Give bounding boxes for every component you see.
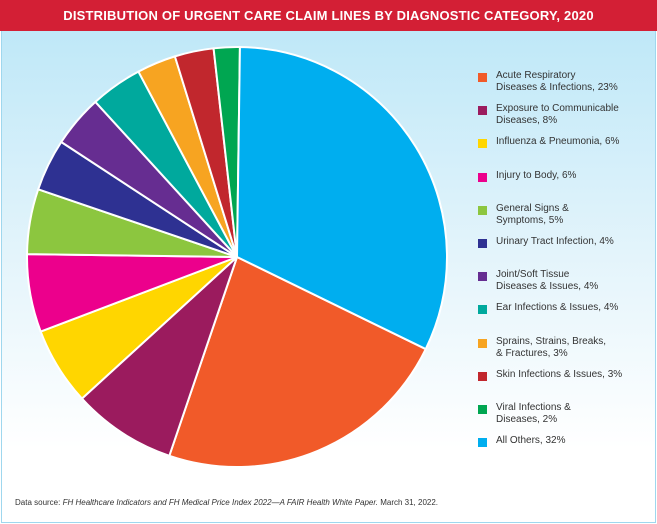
legend-item: All Others, 32%: [478, 435, 646, 448]
legend-item: General Signs & Symptoms, 5%: [478, 203, 646, 227]
legend-swatch: [478, 371, 487, 381]
pie-slice-1: [168, 256, 427, 469]
legend-swatch: [478, 205, 487, 215]
legend-swatch: [478, 172, 487, 182]
legend-item: Ear Infections & Issues, 4%: [478, 302, 646, 315]
footnote-prefix: Data source:: [15, 498, 63, 507]
legend-label: Sprains, Strains, Breaks, & Fractures, 3…: [496, 335, 607, 359]
footnote-source: FH Healthcare Indicators and FH Medical …: [62, 498, 378, 507]
legend-swatch: [478, 73, 487, 82]
legend-item: Acute Respiratory Diseases & Infections,…: [478, 70, 646, 94]
chart-title: DISTRIBUTION OF URGENT CARE CLAIM LINES …: [0, 0, 657, 31]
pie-chart: [26, 46, 449, 469]
legend-item: Exposure to Communicable Diseases, 8%: [478, 103, 646, 127]
legend-item: Influenza & Pneumonia, 6%: [478, 136, 646, 149]
legend-swatch: [478, 338, 487, 348]
legend-swatch: [478, 405, 487, 414]
legend-swatch: [478, 272, 487, 282]
footnote-date: March 31, 2022.: [377, 498, 439, 507]
legend-label: Urinary Tract Infection, 4%: [496, 236, 614, 247]
legend-label: Skin Infections & Issues, 3%: [496, 368, 623, 380]
legend-item: Skin Infections & Issues, 3%: [478, 369, 646, 381]
legend-swatch: [478, 438, 487, 448]
legend-item: Urinary Tract Infection, 4%: [478, 236, 646, 248]
legend-label: Ear Infections & Issues, 4%: [496, 302, 619, 314]
legend-label: Acute Respiratory Diseases & Infections,…: [496, 70, 618, 93]
data-source-note: Data source: FH Healthcare Indicators an…: [15, 498, 438, 507]
legend-label: Viral Infections & Diseases, 2%: [496, 402, 571, 425]
legend-item: Injury to Body, 6%: [478, 170, 646, 182]
legend-label: Injury to Body, 6%: [496, 169, 577, 181]
legend-item: Viral Infections & Diseases, 2%: [478, 402, 646, 426]
legend-swatch: [478, 305, 487, 315]
pie-slice-2: [80, 256, 238, 457]
legend-label: All Others, 32%: [496, 435, 566, 447]
legend-label: Joint/Soft Tissue Diseases & Issues, 4%: [496, 269, 599, 293]
legend-swatch: [478, 106, 487, 116]
legend-label: Exposure to Communicable Diseases, 8%: [496, 103, 619, 127]
legend-swatch: [478, 139, 487, 149]
legend-label: Influenza & Pneumonia, 6%: [496, 136, 620, 148]
pie-slice-12: [236, 46, 449, 351]
legend-item: Sprains, Strains, Breaks, & Fractures, 3…: [478, 336, 646, 360]
legend-swatch: [478, 239, 487, 248]
legend-item: Joint/Soft Tissue Diseases & Issues, 4%: [478, 269, 646, 293]
legend-label: General Signs & Symptoms, 5%: [496, 202, 569, 226]
